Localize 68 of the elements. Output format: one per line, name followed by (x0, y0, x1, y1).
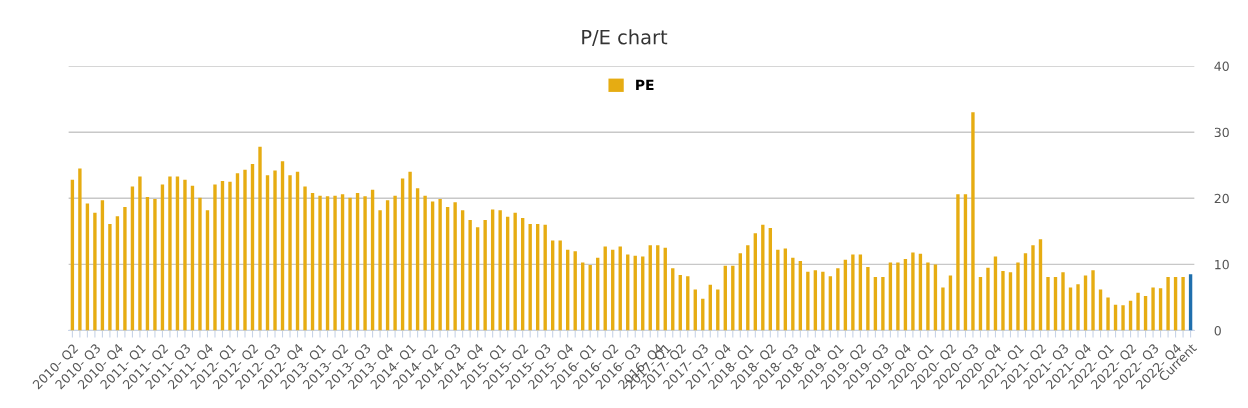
bar (1181, 276, 1185, 331)
bar (318, 195, 322, 331)
bar (123, 206, 127, 331)
bar (1076, 284, 1080, 331)
bar (836, 268, 840, 331)
legend-label: PE (636, 79, 654, 90)
bar (498, 210, 502, 331)
bar (258, 146, 262, 331)
bar (303, 186, 307, 331)
bar (213, 184, 217, 331)
bar (866, 267, 870, 331)
bar (851, 254, 855, 331)
bar (941, 287, 945, 331)
y-tick-label: 20 (1214, 193, 1229, 204)
bar (806, 271, 810, 331)
y-tick-label: 40 (1214, 61, 1229, 72)
bar (926, 262, 930, 331)
bar (153, 198, 157, 331)
bar (168, 176, 172, 331)
chart-title: P/E chart (582, 29, 668, 46)
y-tick-label: 0 (1214, 325, 1221, 336)
bar (1091, 270, 1095, 331)
bar (363, 196, 367, 331)
bar (911, 252, 915, 331)
bar (1151, 287, 1155, 331)
bar (1106, 297, 1110, 331)
bar (468, 220, 472, 331)
bar (821, 271, 825, 331)
bar (543, 224, 547, 331)
bar (348, 197, 352, 331)
bar (528, 224, 532, 331)
bar (1031, 245, 1035, 331)
y-tick-label: 10 (1215, 259, 1229, 270)
bar (138, 176, 142, 331)
bar (881, 276, 885, 331)
bar (288, 175, 292, 331)
bar (108, 224, 112, 331)
bar (986, 267, 990, 331)
bar (1166, 276, 1170, 331)
bar (483, 220, 487, 331)
bar (513, 212, 517, 331)
bar (1136, 292, 1140, 331)
bar (333, 195, 337, 331)
bar (228, 181, 232, 331)
bar (438, 198, 442, 331)
bar (776, 249, 780, 331)
bar (896, 262, 900, 331)
bar (1061, 272, 1065, 331)
bar (1001, 270, 1005, 331)
bar (243, 169, 247, 331)
bar (453, 202, 457, 331)
bar (393, 195, 397, 331)
bar (956, 194, 960, 331)
bar (378, 210, 382, 331)
bar (93, 212, 97, 331)
bar (791, 257, 795, 331)
bar (423, 195, 427, 331)
bar (1046, 276, 1050, 331)
bar (971, 112, 975, 331)
y-tick-label: 30 (1214, 127, 1229, 138)
bar (273, 170, 277, 331)
bar (408, 171, 412, 331)
bar (198, 197, 202, 331)
bar (183, 179, 187, 331)
bar (1016, 262, 1020, 331)
bar (1121, 305, 1125, 331)
bar (761, 224, 765, 331)
bar (78, 168, 82, 331)
